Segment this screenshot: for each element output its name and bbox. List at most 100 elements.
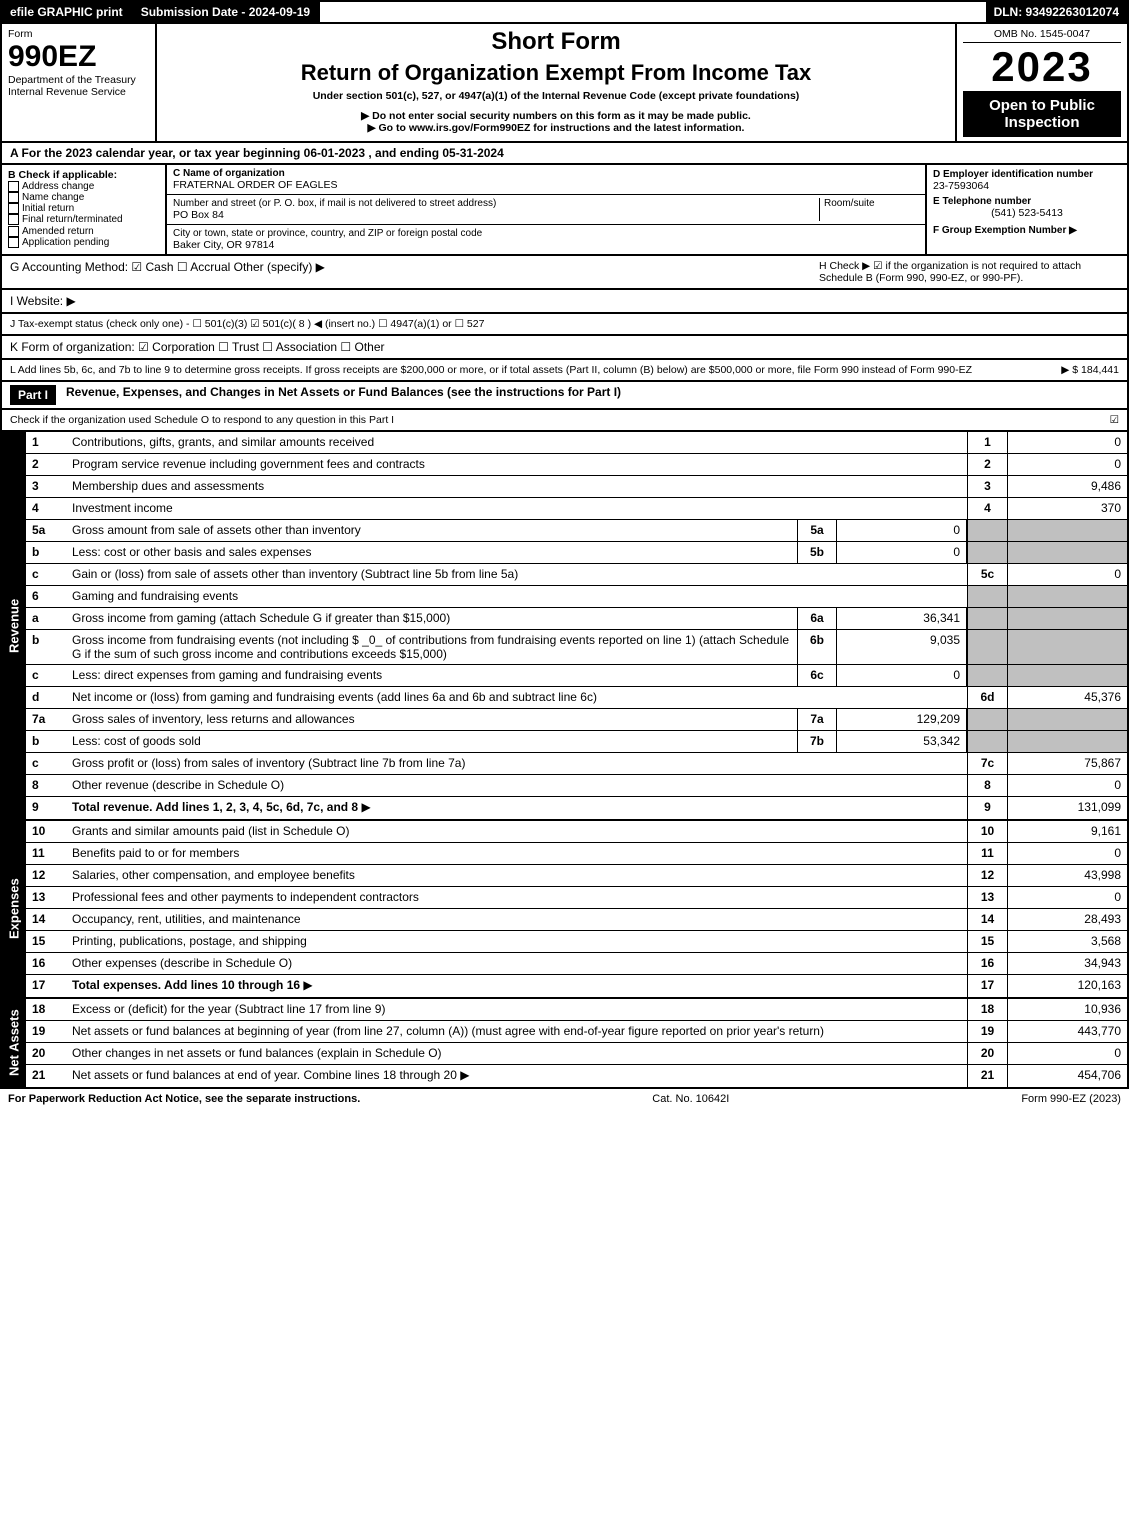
line-val: 454,706 <box>1007 1065 1127 1087</box>
line-num: 16 <box>26 953 66 974</box>
line-num: 17 <box>26 975 66 997</box>
line-desc: Other changes in net assets or fund bala… <box>66 1043 967 1064</box>
line-desc: Less: direct expenses from gaming and fu… <box>66 665 797 686</box>
checkbox-address[interactable] <box>8 181 19 192</box>
expenses-section: Expenses 10Grants and similar amounts pa… <box>0 821 1129 999</box>
col-num: 16 <box>967 953 1007 974</box>
section-a: A For the 2023 calendar year, or tax yea… <box>0 143 1129 165</box>
line-14: 14Occupancy, rent, utilities, and mainte… <box>26 909 1127 931</box>
col-num: 21 <box>967 1065 1007 1087</box>
line-val: 0 <box>1007 843 1127 864</box>
section-l-value: ▶ $ 184,441 <box>1061 364 1119 376</box>
mid-val: 36,341 <box>837 608 967 629</box>
line-b: bLess: cost or other basis and sales exp… <box>26 542 1127 564</box>
line-num: 9 <box>26 797 66 819</box>
line-c: cGross profit or (loss) from sales of in… <box>26 753 1127 775</box>
col-num: 6d <box>967 687 1007 708</box>
line-desc: Benefits paid to or for members <box>66 843 967 864</box>
section-k: K Form of organization: ☑ Corporation ☐ … <box>0 336 1129 360</box>
form-label: Form <box>8 28 149 40</box>
col-num: 8 <box>967 775 1007 796</box>
line-val: 0 <box>1007 454 1127 475</box>
form-number: 990EZ <box>8 40 149 74</box>
line-val: 0 <box>1007 887 1127 908</box>
line-b: bLess: cost of goods sold7b53,342 <box>26 731 1127 753</box>
line-num: c <box>26 665 66 686</box>
line-a: aGross income from gaming (attach Schedu… <box>26 608 1127 630</box>
line-19: 19Net assets or fund balances at beginni… <box>26 1021 1127 1043</box>
line-desc: Gaming and fundraising events <box>66 586 967 607</box>
line-val: 3,568 <box>1007 931 1127 952</box>
mid-num: 5a <box>797 520 837 541</box>
col-num: 3 <box>967 476 1007 497</box>
checkbox-amended[interactable] <box>8 226 19 237</box>
mid-num: 6c <box>797 665 837 686</box>
col-num: 5c <box>967 564 1007 585</box>
col-num: 10 <box>967 821 1007 842</box>
line-num: 13 <box>26 887 66 908</box>
efile-label[interactable]: efile GRAPHIC print <box>2 2 133 22</box>
col-num: 12 <box>967 865 1007 886</box>
city-label: City or town, state or province, country… <box>173 228 919 239</box>
checkbox-pending[interactable] <box>8 237 19 248</box>
checkbox-name[interactable] <box>8 192 19 203</box>
line-desc: Excess or (deficit) for the year (Subtra… <box>66 999 967 1020</box>
line-desc: Investment income <box>66 498 967 519</box>
mid-num: 5b <box>797 542 837 563</box>
street: PO Box 84 <box>173 209 819 221</box>
footer-mid: Cat. No. 10642I <box>652 1093 729 1105</box>
line-10: 10Grants and similar amounts paid (list … <box>26 821 1127 843</box>
line-17: 17Total expenses. Add lines 10 through 1… <box>26 975 1127 997</box>
line-num: b <box>26 731 66 752</box>
tax-year: 2023 <box>963 43 1121 91</box>
mid-num: 6a <box>797 608 837 629</box>
line-desc: Gross income from fundraising events (no… <box>66 630 797 664</box>
submission-date: Submission Date - 2024-09-19 <box>133 2 320 22</box>
col-num: 17 <box>967 975 1007 997</box>
line-d: dNet income or (loss) from gaming and fu… <box>26 687 1127 709</box>
line-desc: Program service revenue including govern… <box>66 454 967 475</box>
footer: For Paperwork Reduction Act Notice, see … <box>0 1089 1129 1109</box>
line-desc: Printing, publications, postage, and shi… <box>66 931 967 952</box>
line-desc: Professional fees and other payments to … <box>66 887 967 908</box>
revenue-vlabel: Revenue <box>2 432 26 819</box>
line-12: 12Salaries, other compensation, and empl… <box>26 865 1127 887</box>
line-desc: Total revenue. Add lines 1, 2, 3, 4, 5c,… <box>66 797 967 819</box>
line-num: b <box>26 542 66 563</box>
line-desc: Total expenses. Add lines 10 through 16 … <box>66 975 967 997</box>
line-val: 34,943 <box>1007 953 1127 974</box>
line-num: 10 <box>26 821 66 842</box>
room-label: Room/suite <box>824 198 919 209</box>
street-label: Number and street (or P. O. box, if mail… <box>173 198 819 209</box>
footer-left: For Paperwork Reduction Act Notice, see … <box>8 1093 360 1105</box>
line-num: 20 <box>26 1043 66 1064</box>
line-num: 6 <box>26 586 66 607</box>
line-num: b <box>26 630 66 664</box>
line-desc: Less: cost of goods sold <box>66 731 797 752</box>
mid-num: 6b <box>797 630 837 664</box>
line-desc: Gross sales of inventory, less returns a… <box>66 709 797 730</box>
part1-check: Check if the organization used Schedule … <box>0 410 1129 432</box>
line-15: 15Printing, publications, postage, and s… <box>26 931 1127 953</box>
col-num: 9 <box>967 797 1007 819</box>
line-7a: 7aGross sales of inventory, less returns… <box>26 709 1127 731</box>
section-h: H Check ▶ ☑ if the organization is not r… <box>819 260 1119 284</box>
expenses-vlabel: Expenses <box>2 821 26 997</box>
section-l-text: L Add lines 5b, 6c, and 7b to line 9 to … <box>10 364 1061 376</box>
line-num: 18 <box>26 999 66 1020</box>
col-num: 2 <box>967 454 1007 475</box>
part1-checked: ☑ <box>1110 414 1119 426</box>
line-11: 11Benefits paid to or for members110 <box>26 843 1127 865</box>
col-num: 14 <box>967 909 1007 930</box>
note-ssn: ▶ Do not enter social security numbers o… <box>165 110 947 122</box>
line-val: 10,936 <box>1007 999 1127 1020</box>
line-num: 12 <box>26 865 66 886</box>
line-desc: Membership dues and assessments <box>66 476 967 497</box>
line-desc: Net income or (loss) from gaming and fun… <box>66 687 967 708</box>
info-grid: B Check if applicable: Address change Na… <box>0 165 1129 256</box>
org-name: FRATERNAL ORDER OF EAGLES <box>173 179 919 191</box>
checkbox-final[interactable] <box>8 214 19 225</box>
checkbox-initial[interactable] <box>8 203 19 214</box>
line-val: 131,099 <box>1007 797 1127 819</box>
line-num: 15 <box>26 931 66 952</box>
